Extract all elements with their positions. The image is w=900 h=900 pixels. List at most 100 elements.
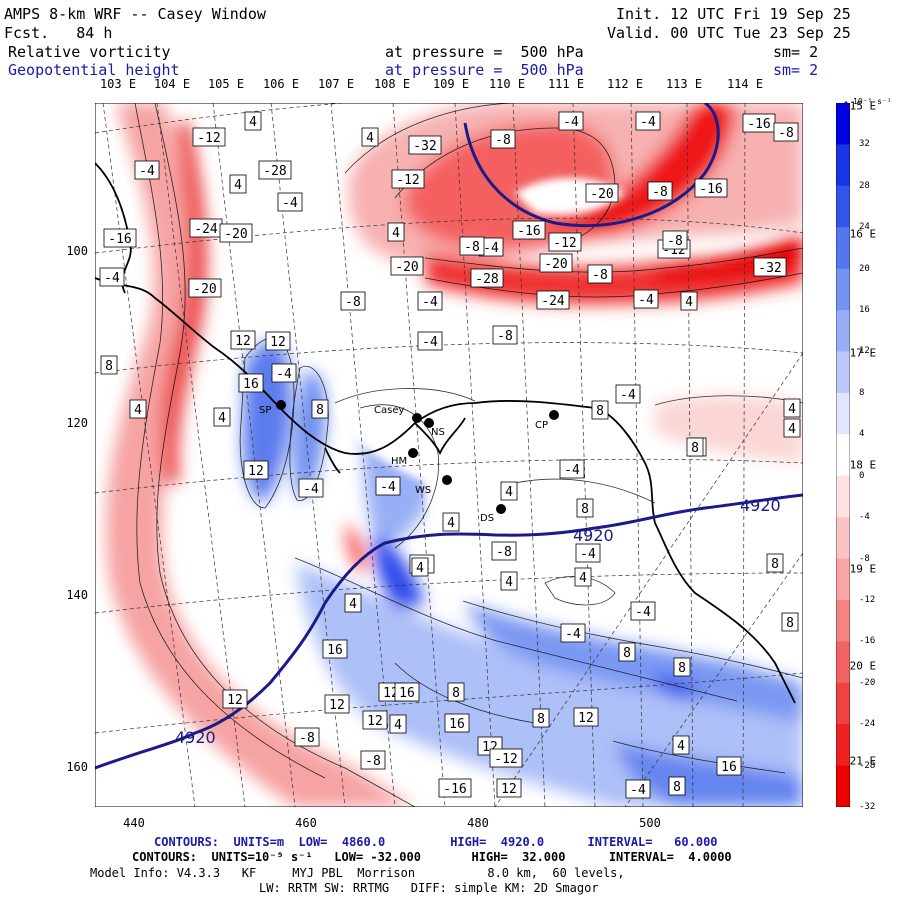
vorticity-label: 8 — [673, 657, 691, 677]
vorticity-label-text: -8 — [497, 329, 513, 344]
vorticity-label-text: -20 — [395, 260, 418, 275]
vorticity-label: 16 — [322, 639, 348, 659]
vorticity-label: -4 — [134, 160, 160, 180]
vorticity-label-text: 4 — [447, 516, 455, 531]
vorticity-label-text: -24 — [194, 222, 218, 237]
forecast-hour: Fcst. 84 h — [4, 24, 113, 42]
vorticity-label: -4 — [271, 363, 297, 383]
station-label-ns: NS — [431, 427, 445, 438]
colorbar-label: -12 — [859, 594, 876, 605]
vorticity-label: -16 — [694, 178, 728, 198]
vorticity-label: 12 — [243, 460, 269, 480]
colorbar-swatch — [836, 765, 850, 807]
vorticity-label: -16 — [103, 228, 137, 248]
vorticity-label-text: 4 — [392, 226, 400, 241]
vorticity-label: 12 — [573, 707, 599, 727]
vorticity-label-text: 12 — [235, 334, 251, 349]
vorticity-label-text: -4 — [139, 164, 155, 179]
station-dot-casey[interactable] — [412, 413, 422, 423]
vorticity-label-text: 12 — [227, 693, 243, 708]
vorticity-label: -4 — [633, 289, 659, 309]
right-lon-tick: 119 E — [843, 562, 877, 576]
vorticity-label-text: -16 — [517, 224, 540, 239]
vorticity-label-text: -20 — [224, 227, 247, 242]
vorticity-label-text: -4 — [640, 115, 656, 130]
vorticity-label: 12 — [362, 710, 388, 730]
vorticity-label: -20 — [219, 223, 253, 243]
right-lon-tick: 121 E — [843, 754, 877, 768]
vorticity-label-text: -4 — [422, 295, 438, 310]
vorticity-label-text: 4 — [505, 485, 513, 500]
colorbar-swatch — [836, 682, 850, 725]
vorticity-label: 4 — [442, 512, 460, 532]
vorticity-label: -4 — [630, 601, 656, 621]
vorticity-label: -24 — [536, 290, 570, 310]
colorbar-label: 20 — [859, 263, 870, 274]
vorticity-label-text: 12 — [501, 782, 517, 797]
vorticity-label-text: -4 — [563, 115, 579, 130]
vorticity-label-text: -12 — [396, 173, 419, 188]
right-lon-tick: 116 E — [843, 227, 877, 241]
vorticity-label-text: 12 — [329, 698, 345, 713]
vorticity-label-text: -8 — [667, 234, 683, 249]
vorticity-label: -20 — [585, 183, 619, 203]
vorticity-label-text: 16 — [327, 643, 343, 658]
station-dot-ws[interactable] — [442, 475, 452, 485]
vorticity-label: -4 — [558, 111, 584, 131]
vorticity-label-text: 4 — [788, 422, 796, 437]
station-dot-hm[interactable] — [408, 448, 418, 458]
vorticity-label-text: -4 — [630, 783, 646, 798]
vorticity-label-text: 8 — [452, 686, 460, 701]
colorbar-swatch — [836, 434, 850, 477]
colorbar-label: 8 — [859, 387, 865, 398]
colorbar-label: -4 — [859, 512, 870, 523]
vorticity-label-text: -4 — [635, 605, 651, 620]
vorticity-label-text: 12 — [367, 714, 383, 729]
vorticity-label: -4 — [559, 459, 585, 479]
colorbar-label: 32 — [859, 139, 870, 150]
init-time: Init. 12 UTC Fri 19 Sep 25 — [616, 5, 851, 23]
vorticity-label-text: -4 — [565, 627, 581, 642]
vorticity-label-text: 16 — [449, 717, 465, 732]
colorbar-swatch — [836, 144, 850, 187]
vorticity-label: -4 — [615, 384, 641, 404]
left-grid-tick: 100 — [66, 244, 88, 258]
colorbar-label: 0 — [859, 470, 865, 481]
vorticity-label-text: -16 — [747, 117, 770, 132]
vorticity-label: 16 — [716, 756, 742, 776]
vorticity-label-text: -8 — [778, 126, 794, 141]
station-dot-sp[interactable] — [276, 400, 286, 410]
vorticity-label-text: 4 — [394, 718, 402, 733]
vorticity-label-text: 4 — [234, 178, 242, 193]
vorticity-label-text: 12 — [578, 711, 594, 726]
vorticity-label-text: -20 — [193, 282, 216, 297]
vorticity-label-text: -16 — [443, 782, 466, 797]
vorticity-label-text: -8 — [365, 754, 381, 769]
bottom-grid-tick: 500 — [639, 816, 661, 830]
vorticity-label: 16 — [238, 373, 264, 393]
vorticity-label-text: 8 — [673, 780, 681, 795]
vorticity-label: -4 — [560, 623, 586, 643]
vorticity-label: -16 — [438, 778, 472, 798]
vorticity-label-text: 12 — [248, 464, 264, 479]
vorticity-label: -4 — [298, 478, 324, 498]
vorticity-label-text: -24 — [541, 294, 565, 309]
field1-smoothing: sm= 2 — [773, 43, 819, 61]
model-info: Model Info: V4.3.3 KF MYJ PBL Morrison 8… — [90, 866, 625, 880]
vorticity-label-text: -8 — [495, 133, 511, 148]
vorticity-label: -4 — [625, 779, 651, 799]
station-dot-cp[interactable] — [549, 410, 559, 420]
vorticity-label: -8 — [491, 541, 517, 561]
vorticity-label: 12 — [496, 778, 522, 798]
station-dot-ns[interactable] — [424, 418, 434, 428]
vorticity-label-text: -4 — [580, 547, 596, 562]
station-dot-ds[interactable] — [496, 504, 506, 514]
vorticity-label-text: 4 — [366, 131, 374, 146]
vorticity-label: 4 — [344, 593, 362, 613]
colorbar-swatch — [836, 185, 850, 228]
colorbar-label: -8 — [859, 553, 870, 564]
vorticity-map[interactable]: Casey DS HM CP NS SP WS 4920 4920 4920 -… — [95, 103, 803, 807]
vorticity-label-text: -12 — [553, 236, 576, 251]
vorticity-contours — [134, 103, 803, 807]
